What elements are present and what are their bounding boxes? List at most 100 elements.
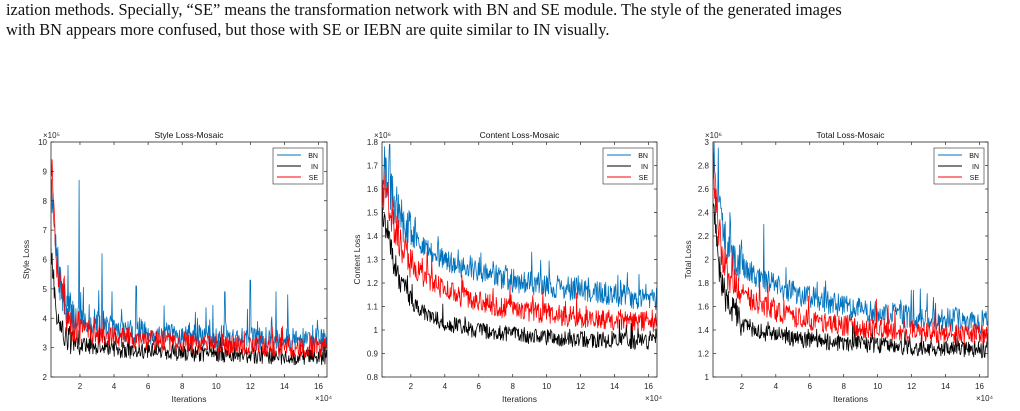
y-tick-label: 1 [705,373,710,382]
legend-label-se: SE [970,175,980,182]
x-tick-label: 2 [740,382,745,391]
y-tick-label: 10 [38,138,47,147]
x-tick-label: 6 [477,382,482,391]
x-axis-label: Iterations [833,394,868,404]
x-axis-exponent: ×10⁴ [315,394,333,403]
x-tick-label: 12 [246,382,255,391]
y-tick-label: 1.4 [698,326,710,335]
x-tick-label: 12 [576,382,585,391]
y-tick-label: 2.6 [698,185,710,194]
y-tick-label: 2.2 [698,232,710,241]
y-tick-label: 0.8 [367,373,379,382]
y-tick-label: 1.2 [367,279,379,288]
series-line-se [713,152,988,346]
x-axis-exponent: ×10⁴ [976,394,994,403]
x-tick-label: 8 [180,382,185,391]
legend-label-in: IN [972,164,979,171]
x-tick-label: 14 [280,382,289,391]
legend-label-in: IN [311,164,318,171]
chart-title: Content Loss-Mosaic [480,130,561,140]
legend-label-bn: BN [969,153,979,160]
series-line-se [382,171,657,333]
series-line-in [713,203,988,359]
x-tick-label: 2 [409,382,414,391]
x-tick-label: 12 [907,382,916,391]
chart-panel-2: 2 4 6 8 10 12 14 16 0.8 0.9 1 1.1 1.2 1.3 1.4 1.5 1.6 1.7… [352,130,663,404]
series-line-se [51,159,327,359]
x-tick-label: 16 [975,382,984,391]
x-tick-label: 6 [808,382,813,391]
x-tick-label: 2 [78,382,83,391]
y-tick-label: 5 [43,285,48,294]
y-tick-label: 2.8 [698,162,710,171]
legend: BN IN SE [602,147,654,185]
y-tick-label: 1.3 [367,256,379,265]
series-line-bn [51,178,327,353]
y-tick-label: 1.8 [367,138,379,147]
figure-caption: ization methods. Specially, “SE” means t… [6,0,1016,40]
y-tick-label: 6 [43,256,48,265]
y-tick-label: 2 [705,256,710,265]
x-axis-label: Iterations [502,394,537,404]
y-tick-label: 0.9 [367,350,379,359]
legend-label-bn: BN [308,153,318,160]
y-axis-label: Style Loss [21,240,31,279]
y-tick-label: 1.1 [367,303,379,312]
series-line-bn [382,143,657,311]
legend-label-se: SE [309,175,319,182]
y-axis-exponent: ×10⁶ [705,131,722,140]
x-tick-label: 6 [146,382,151,391]
y-tick-label: 9 [43,167,48,176]
y-tick-label: 2 [43,373,48,382]
x-tick-label: 8 [510,382,515,391]
y-tick-label: 1.2 [698,350,710,359]
x-tick-label: 14 [941,382,950,391]
chart-title: Total Loss-Mosaic [816,130,885,140]
x-tick-label: 16 [314,382,323,391]
x-axis-label: Iterations [172,394,207,404]
y-tick-label: 2.4 [698,209,710,218]
y-tick-label: 8 [43,197,48,206]
x-tick-label: 4 [112,382,117,391]
y-tick-label: 1.5 [367,209,379,218]
chart-panel-3: 2 4 6 8 10 12 14 16 1 1.2 1.4 1.6 1.8 2 2.2 2.4 2.6 2.8 3 T… [683,130,994,404]
y-tick-label: 7 [43,226,48,235]
x-tick-label: 8 [841,382,846,391]
legend: BN IN SE [933,147,985,185]
y-axis-exponent: ×10⁶ [374,131,391,140]
caption-line-1: ization methods. Specially, “SE” means t… [6,0,842,19]
legend-label-se: SE [639,175,649,182]
legend: BN IN SE [272,147,324,185]
y-tick-label: 1.6 [698,303,710,312]
x-tick-label: 16 [644,382,653,391]
x-tick-label: 10 [542,382,551,391]
legend-label-in: IN [641,164,648,171]
caption-line-2: with BN appears more confused, but those… [6,20,610,39]
y-tick-label: 1.8 [698,279,710,288]
x-tick-label: 4 [774,382,779,391]
series-group [51,159,327,366]
x-tick-label: 14 [610,382,619,391]
y-axis-label: Total Loss [683,240,693,278]
legend-label-bn: BN [638,153,648,160]
y-tick-label: 1.4 [367,232,379,241]
series-line-bn [713,142,988,334]
y-tick-label: 3 [705,138,710,147]
x-tick-label: 10 [873,382,882,391]
y-tick-label: 4 [43,314,48,323]
x-axis-exponent: ×10⁴ [645,394,663,403]
series-line-in [382,206,657,350]
y-axis-label: Content Loss [352,234,362,284]
series-group [382,143,657,350]
y-axis-exponent: ×10⁵ [43,131,60,140]
series-group [713,142,988,359]
chart-panel-1: 2 4 6 8 10 12 14 16 2 3 4 5 6 7 8 9 10 Style Loss-Mosaic I… [21,130,333,404]
x-tick-label: 4 [443,382,448,391]
y-tick-label: 1.7 [367,162,379,171]
y-tick-label: 1 [374,326,379,335]
y-tick-label: 1.6 [367,185,379,194]
chart-title: Style Loss-Mosaic [155,130,225,140]
y-tick-label: 3 [43,344,48,353]
x-tick-label: 10 [212,382,221,391]
